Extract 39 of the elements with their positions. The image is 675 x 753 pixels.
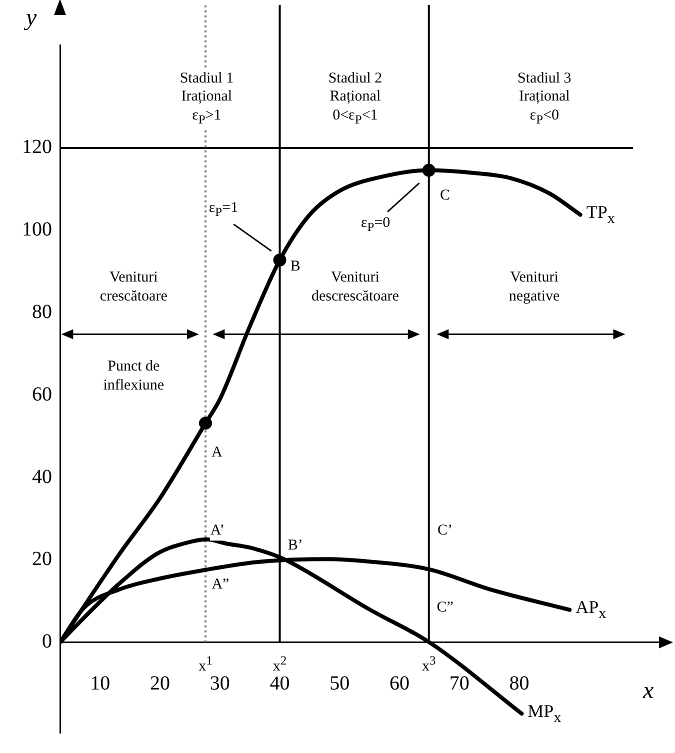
annotation: Stadiul 2 Rațional 0<ε$_{P}$<1 (328, 68, 382, 128)
series-label: AP$_{x}$ (576, 597, 606, 623)
x-axis-title: x (643, 678, 654, 706)
annotation: Stadiul 3 Irațional ε$_{P}$<0 (518, 68, 572, 128)
annotation: x$^{2}$ (272, 654, 287, 676)
annotation: A (211, 443, 222, 462)
series-label: TP$_{x}$ (586, 202, 615, 228)
annotation: Punct de inflexiune (103, 357, 164, 395)
annotation: Venituri negative (508, 268, 560, 306)
annotation: Venituri crescătoare (100, 268, 168, 306)
y-axis-title: y (26, 5, 37, 32)
y-tick-label: 20 (32, 548, 52, 570)
x-tick-label: 60 (390, 672, 410, 695)
x-tick-label: 10 (90, 672, 110, 695)
x-tick-label: 50 (330, 672, 350, 695)
y-tick-label: 80 (32, 301, 52, 324)
annotation: B’ (288, 536, 303, 555)
x-tick-label: 80 (509, 672, 530, 695)
x-tick-label: 70 (449, 672, 470, 695)
x-tick-label: 30 (210, 672, 230, 695)
y-tick-label: 40 (32, 466, 52, 488)
y-tick-label: 0 (42, 630, 52, 653)
annotation: B (290, 258, 300, 277)
annotation: ε$_{P}$=1 (208, 198, 238, 221)
annotation: x$^{1}$ (198, 654, 212, 675)
annotation: C” (436, 598, 454, 618)
annotation: A” (212, 576, 230, 594)
annotation: Stadiul 1 Irațional ε$_{P}$>1 (180, 68, 234, 128)
annotation: A’ (210, 522, 225, 540)
annotation: C (440, 186, 450, 206)
annotation: C’ (438, 521, 453, 540)
y-tick-label: 60 (32, 383, 52, 406)
annotation: x$^{3}$ (422, 654, 436, 676)
series-label: MP$_{x}$ (528, 700, 562, 726)
annotation: Venituri descrescătoare (311, 268, 399, 306)
x-tick-label: 20 (150, 672, 170, 695)
y-tick-label: 100 (22, 218, 52, 241)
annotation: ε$_{P}$=0 (360, 214, 390, 236)
y-tick-label: 120 (22, 136, 52, 158)
